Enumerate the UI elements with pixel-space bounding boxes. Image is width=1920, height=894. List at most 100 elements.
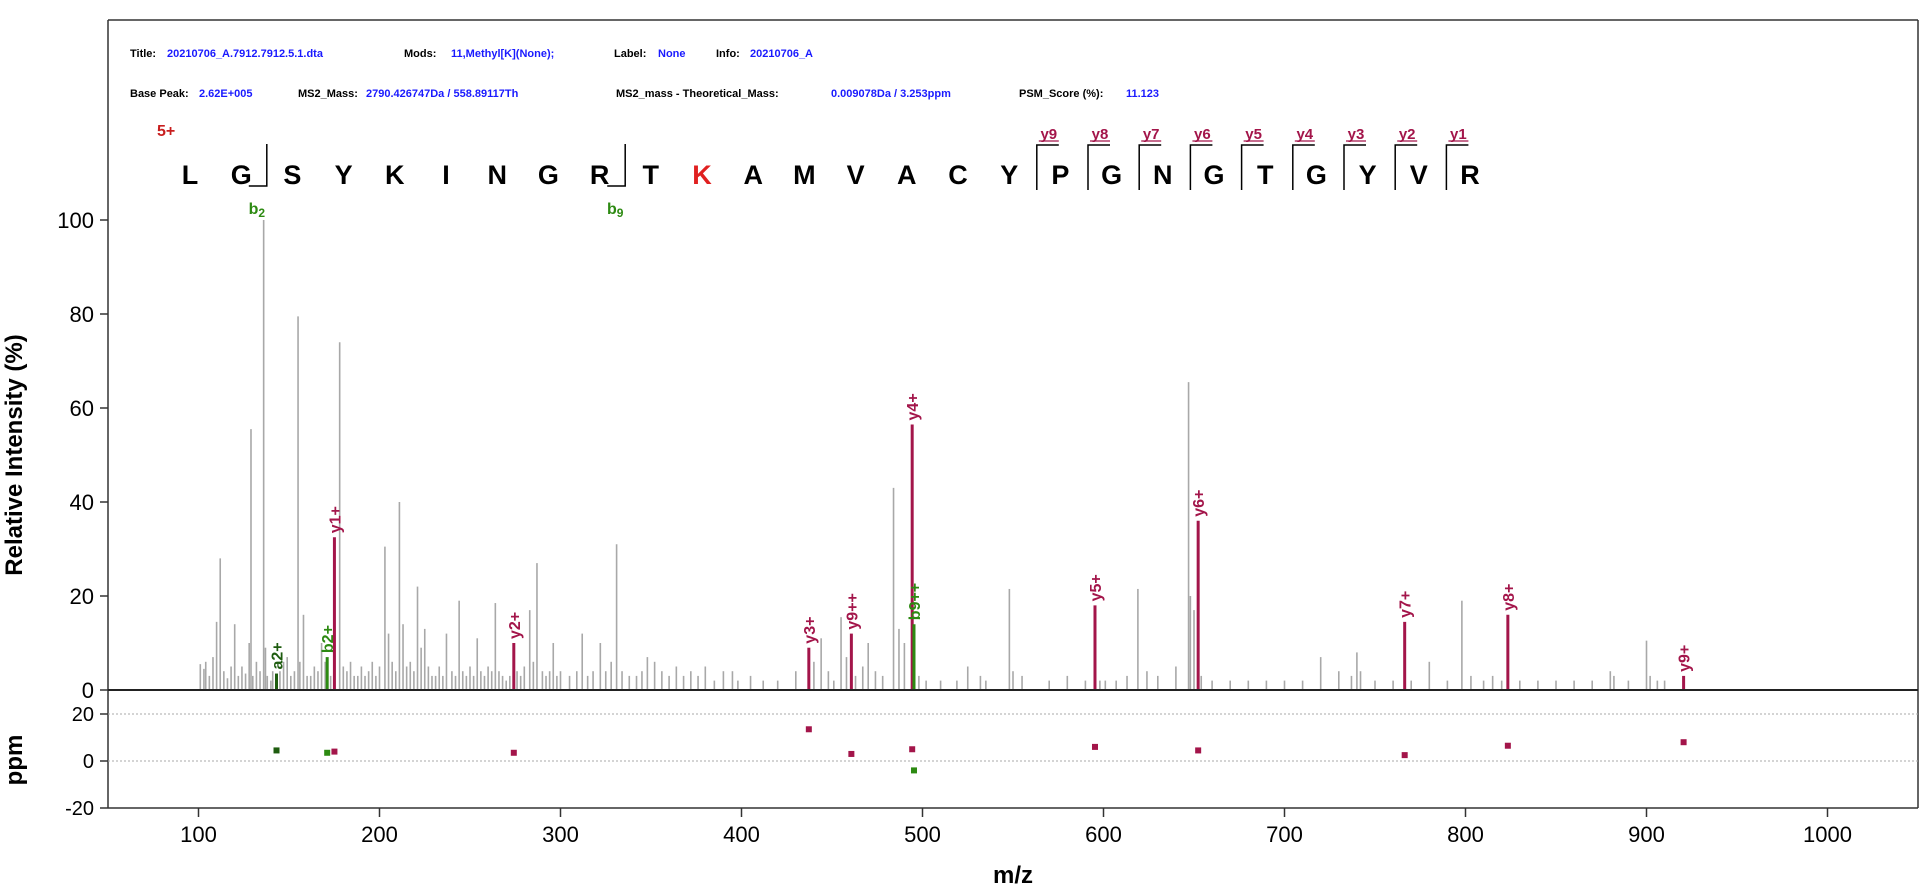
base-peak-value: 2.62E+005 [199,88,253,100]
label-key: Label: [614,48,646,60]
y-ion-bracket-y9 [1036,144,1059,190]
ms2-mass-value: 2790.426747Da / 558.89117Th [366,88,519,100]
peak-label-y8+: y8+ [1501,584,1518,611]
ppm-point-y5+ [1091,743,1098,750]
b-ion-bracket-2 [248,144,268,187]
residue-18: P [1051,160,1069,190]
precursor-charge: 5+ [157,123,175,140]
y-tick-label-80: 80 [70,302,94,327]
ppm-point-b2+ [324,749,331,756]
y-tick-label-40: 40 [70,490,94,515]
info-value: 20210706_A [750,48,813,60]
residue-20: N [1153,160,1173,190]
residue-23: G [1306,160,1327,190]
y-ion-label-y1: y1 [1450,126,1467,143]
mods-key: Mods: [404,48,436,60]
y-ion-label-y9: y9 [1040,126,1057,143]
residue-3: S [283,160,301,190]
peak-label-y5+: y5+ [1088,574,1105,601]
ppm-point-y6+ [1195,747,1202,754]
y-tick-label-20: 20 [70,584,94,609]
ppm-tick-label-0: 0 [83,751,94,773]
residue-24: Y [1359,160,1377,190]
x-tick-label-500: 500 [904,822,941,847]
y-ion-bracket-y1 [1445,144,1469,190]
x-tick-label-1000: 1000 [1803,822,1852,847]
ppm-tick-label-20: 20 [72,704,94,726]
metadata-header: Title: 20210706_A.7912.7912.5.1.dta Mods… [130,48,1159,100]
residue-14: V [847,160,865,190]
y-tick-label-60: 60 [70,396,94,421]
residue-7: N [487,160,507,190]
base-peak-key: Base Peak: [130,88,189,100]
peak-label-y1+: y1+ [327,506,344,533]
residue-10: T [643,160,660,190]
b-ion-label-9: b9 [607,201,624,220]
ppm-point-y9++ [848,750,855,757]
y-ion-label-y7: y7 [1143,126,1160,143]
y-ion-label-y5: y5 [1245,126,1262,143]
mass-delta-key: MS2_mass - Theoretical_Mass: [616,88,779,100]
y-tick-label-100: 100 [57,208,94,233]
y-ion-label-y8: y8 [1092,126,1109,143]
peak-label-y9++: y9++ [844,593,861,629]
peak-label-y9+: y9+ [1677,645,1694,672]
peak-label-y2+: y2+ [507,612,524,639]
ppm-point-a2+ [273,747,280,754]
x-tick-label-800: 800 [1447,822,1484,847]
x-tick-label-100: 100 [180,822,217,847]
peak-label-y7+: y7+ [1398,591,1415,618]
label-value: None [658,48,686,60]
x-tick-label-200: 200 [361,822,398,847]
ppm-point-y3+ [805,726,812,733]
y-ion-bracket-y5 [1240,144,1264,190]
ppm-error-plot [108,713,1918,774]
x-tick-label-600: 600 [1085,822,1122,847]
ppm-axis-label: ppm [1,735,28,786]
ppm-tick-label--20: -20 [65,798,94,820]
residue-25: V [1410,160,1428,190]
mods-value: 11,Methyl[K](None); [451,48,554,60]
y-ion-bracket-y2 [1394,144,1418,190]
b-ion-bracket-9 [607,144,626,187]
residue-26: R [1460,160,1480,190]
residue-6: I [442,160,450,190]
psm-score-value: 11.123 [1126,88,1159,100]
peak-label-a2+: a2+ [270,642,287,669]
y-tick-label-0: 0 [82,678,94,703]
ppm-point-y9+ [1680,739,1687,746]
y-ion-bracket-y6 [1189,144,1213,190]
ppm-point-y8+ [1504,742,1511,749]
info-key: Info: [716,48,740,60]
spectrum-plot: a2+b2+y1+y2+ y3+y9++y4+b9++ y5+y6+y7+ y8+y9… [108,220,1918,691]
y-ion-label-y2: y2 [1399,126,1416,143]
residue-16: C [948,160,968,190]
y-ion-label-y4: y4 [1296,126,1313,143]
ms2-mass-key: MS2_Mass: [298,88,358,100]
residue-2: G [231,160,252,190]
y-ion-label-y3: y3 [1348,126,1365,143]
residue-11: K [692,160,712,190]
residue-1: L [182,160,199,190]
residue-13: M [793,160,816,190]
psm-score-key: PSM_Score (%): [1019,88,1103,100]
y-ion-bracket-y7 [1138,144,1162,190]
y-axis-label: Relative Intensity (%) [1,334,28,575]
residue-4: Y [335,160,353,190]
b-ion-label-2: b2 [249,201,266,220]
residue-19: G [1101,160,1122,190]
ppm-point-y1+ [331,748,338,755]
y-ion-bracket-y4 [1292,144,1315,190]
mass-delta-value: 0.009078Da / 3.253ppm [831,88,951,100]
residue-12: A [743,160,763,190]
ppm-point-b9++ [910,767,917,774]
residue-8: G [538,160,559,190]
title-key: Title: [130,48,156,60]
peak-label-y4+: y4+ [905,393,922,420]
residue-9: R [590,160,610,190]
x-axis-label: m/z [993,862,1033,889]
